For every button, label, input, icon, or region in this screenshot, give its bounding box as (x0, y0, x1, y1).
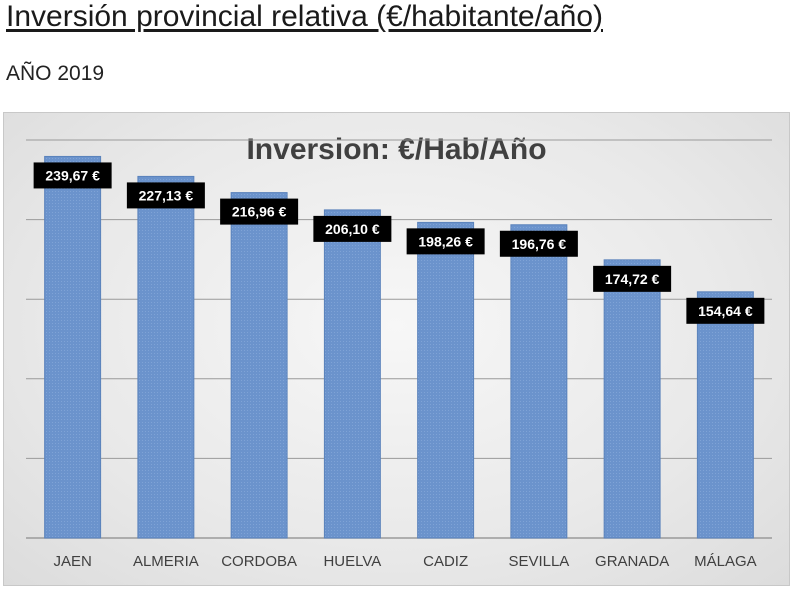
category-label: SEVILLA (508, 553, 569, 570)
data-label-text: 198,26 € (418, 233, 473, 249)
chart-frame: Inversion: €/Hab/Año 239,67 € 227,13 € 216… (3, 112, 790, 586)
category-label: GRANADA (595, 553, 669, 570)
data-label: 198,26 € (406, 228, 485, 255)
data-label-bg (220, 198, 299, 225)
data-label-bg (33, 162, 112, 189)
data-label-bg (406, 228, 485, 255)
data-label: 206,10 € (313, 215, 392, 242)
bar-almeria (137, 175, 195, 539)
page-subheading: AÑO 2019 (6, 62, 105, 85)
data-label-bg (499, 230, 578, 257)
data-label: 227,13 € (126, 182, 205, 209)
data-label: 216,96 € (220, 198, 299, 225)
bar-jaen (44, 155, 102, 539)
category-label: JAEN (53, 553, 91, 570)
data-label: 196,76 € (499, 230, 578, 257)
data-label: 174,72 € (593, 265, 672, 292)
data-label-text: 174,72 € (605, 271, 660, 287)
data-label-text: 206,10 € (325, 221, 380, 237)
category-label: CORDOBA (221, 553, 297, 570)
page-heading: Inversión provincial relativa (€/habitan… (6, 0, 603, 33)
data-label-bg (593, 265, 672, 292)
category-label: CADIZ (423, 553, 468, 570)
category-label: HUELVA (323, 553, 381, 570)
data-label-text: 239,67 € (45, 167, 100, 183)
category-label: MÁLAGA (694, 553, 757, 570)
bar-chart: 239,67 € 227,13 € 216,96 € 206,10 € 198,26 €… (26, 139, 772, 570)
data-label-text: 196,76 € (512, 236, 567, 252)
category-label: ALMERIA (133, 553, 199, 570)
bar-sevilla (510, 224, 568, 539)
data-label-text: 227,13 € (139, 187, 194, 203)
data-label-bg (686, 297, 765, 324)
bar-cordoba (230, 192, 288, 539)
bar-huelva (323, 209, 381, 539)
bar-granada (603, 259, 661, 539)
data-label: 154,64 € (686, 297, 765, 324)
bar-cadiz (417, 221, 475, 539)
chart-title: Inversion: €/Hab/Año (246, 133, 547, 166)
data-label-bg (126, 182, 205, 209)
bar-málaga (696, 291, 754, 539)
data-label-bg (313, 215, 392, 242)
data-label: 239,67 € (33, 162, 112, 189)
data-label-text: 216,96 € (232, 204, 287, 220)
data-label-text: 154,64 € (698, 303, 753, 319)
